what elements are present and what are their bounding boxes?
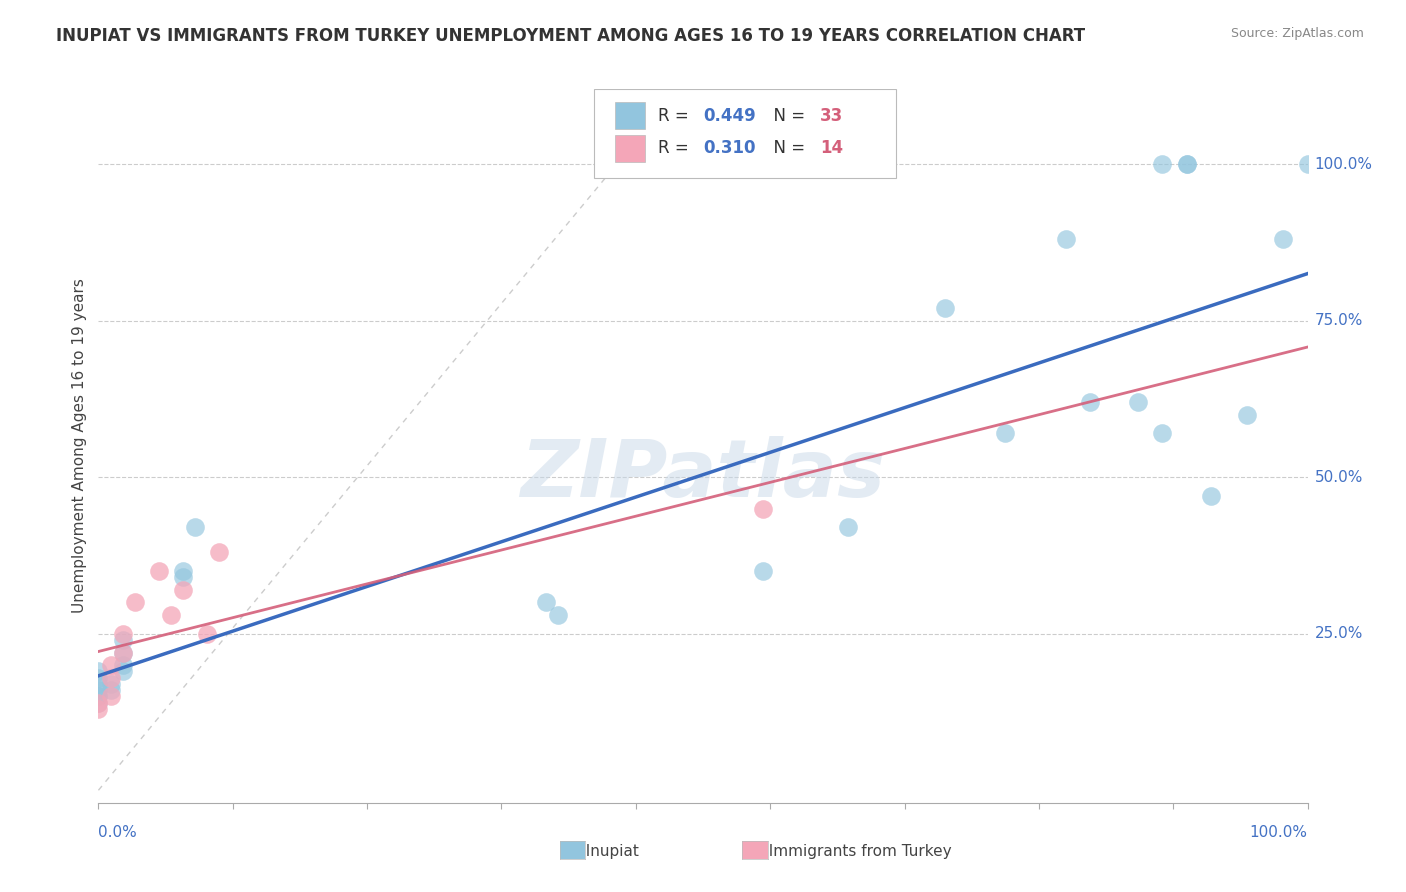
Point xyxy=(100,683,122,698)
Point xyxy=(148,564,170,578)
Text: 0.0%: 0.0% xyxy=(98,825,138,840)
Text: 75.0%: 75.0% xyxy=(1315,313,1362,328)
Point xyxy=(87,690,110,704)
Point xyxy=(100,671,122,685)
Point xyxy=(994,426,1017,441)
Text: Inupiat: Inupiat xyxy=(576,845,640,859)
Point xyxy=(87,690,110,704)
FancyBboxPatch shape xyxy=(614,135,645,162)
Point xyxy=(934,301,956,316)
FancyBboxPatch shape xyxy=(595,89,897,178)
Text: INUPIAT VS IMMIGRANTS FROM TURKEY UNEMPLOYMENT AMONG AGES 16 TO 19 YEARS CORRELA: INUPIAT VS IMMIGRANTS FROM TURKEY UNEMPL… xyxy=(56,27,1085,45)
Point xyxy=(87,683,110,698)
Text: ZIPatlas: ZIPatlas xyxy=(520,435,886,514)
Text: 33: 33 xyxy=(820,107,844,125)
Point xyxy=(87,696,110,710)
Point xyxy=(1078,395,1101,409)
Text: 0.449: 0.449 xyxy=(703,107,756,125)
Point xyxy=(111,646,134,660)
Point xyxy=(1236,408,1258,422)
Point xyxy=(1152,426,1174,441)
Text: 14: 14 xyxy=(820,139,844,157)
Point xyxy=(111,633,134,648)
Point xyxy=(1296,157,1319,171)
Point xyxy=(87,665,110,679)
Point xyxy=(111,646,134,660)
Point xyxy=(124,595,146,609)
Point xyxy=(1152,157,1174,171)
Point xyxy=(752,564,775,578)
Text: R =: R = xyxy=(658,107,695,125)
Point xyxy=(1199,489,1222,503)
Point xyxy=(87,677,110,691)
Point xyxy=(172,582,194,597)
Text: 50.0%: 50.0% xyxy=(1315,470,1362,484)
Point xyxy=(87,702,110,716)
Text: 100.0%: 100.0% xyxy=(1250,825,1308,840)
Text: Source: ZipAtlas.com: Source: ZipAtlas.com xyxy=(1230,27,1364,40)
Point xyxy=(547,607,569,622)
Point xyxy=(1272,232,1295,246)
Text: N =: N = xyxy=(763,107,811,125)
Point xyxy=(752,501,775,516)
Point xyxy=(184,520,207,534)
Point xyxy=(100,658,122,673)
Point xyxy=(195,627,218,641)
Point xyxy=(111,627,134,641)
Point xyxy=(100,677,122,691)
Point xyxy=(837,520,859,534)
Point xyxy=(87,696,110,710)
Point xyxy=(172,570,194,584)
Text: 100.0%: 100.0% xyxy=(1315,157,1372,172)
Point xyxy=(111,665,134,679)
Text: 25.0%: 25.0% xyxy=(1315,626,1362,641)
Text: N =: N = xyxy=(763,139,811,157)
Y-axis label: Unemployment Among Ages 16 to 19 years: Unemployment Among Ages 16 to 19 years xyxy=(72,278,87,614)
Text: R =: R = xyxy=(658,139,695,157)
Point xyxy=(172,564,194,578)
Point xyxy=(111,658,134,673)
Point xyxy=(1054,232,1077,246)
Point xyxy=(87,671,110,685)
Text: Immigrants from Turkey: Immigrants from Turkey xyxy=(759,845,952,859)
Point xyxy=(1175,157,1198,171)
Point xyxy=(534,595,557,609)
Point xyxy=(1175,157,1198,171)
Point xyxy=(160,607,183,622)
FancyBboxPatch shape xyxy=(614,102,645,129)
Text: 0.310: 0.310 xyxy=(703,139,755,157)
Point xyxy=(208,545,231,559)
Point xyxy=(1128,395,1150,409)
Point xyxy=(100,690,122,704)
